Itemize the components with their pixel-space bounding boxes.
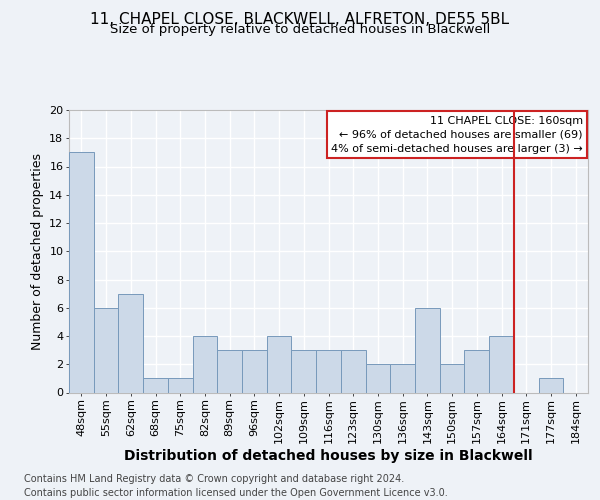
Bar bbox=[464, 350, 489, 393]
Bar bbox=[69, 152, 94, 392]
Bar bbox=[415, 308, 440, 392]
X-axis label: Distribution of detached houses by size in Blackwell: Distribution of detached houses by size … bbox=[124, 448, 533, 462]
Text: 11, CHAPEL CLOSE, BLACKWELL, ALFRETON, DE55 5BL: 11, CHAPEL CLOSE, BLACKWELL, ALFRETON, D… bbox=[91, 12, 509, 28]
Bar bbox=[390, 364, 415, 392]
Bar bbox=[316, 350, 341, 393]
Bar bbox=[94, 308, 118, 392]
Text: Contains HM Land Registry data © Crown copyright and database right 2024.
Contai: Contains HM Land Registry data © Crown c… bbox=[24, 474, 448, 498]
Bar bbox=[118, 294, 143, 392]
Bar bbox=[217, 350, 242, 393]
Text: Size of property relative to detached houses in Blackwell: Size of property relative to detached ho… bbox=[110, 24, 490, 36]
Bar bbox=[489, 336, 514, 392]
Bar bbox=[143, 378, 168, 392]
Bar bbox=[440, 364, 464, 392]
Bar bbox=[365, 364, 390, 392]
Bar bbox=[267, 336, 292, 392]
Bar bbox=[168, 378, 193, 392]
Bar bbox=[341, 350, 365, 393]
Bar bbox=[292, 350, 316, 393]
Bar bbox=[242, 350, 267, 393]
Text: 11 CHAPEL CLOSE: 160sqm
← 96% of detached houses are smaller (69)
4% of semi-det: 11 CHAPEL CLOSE: 160sqm ← 96% of detache… bbox=[331, 116, 583, 154]
Bar bbox=[539, 378, 563, 392]
Y-axis label: Number of detached properties: Number of detached properties bbox=[31, 153, 44, 350]
Bar bbox=[193, 336, 217, 392]
